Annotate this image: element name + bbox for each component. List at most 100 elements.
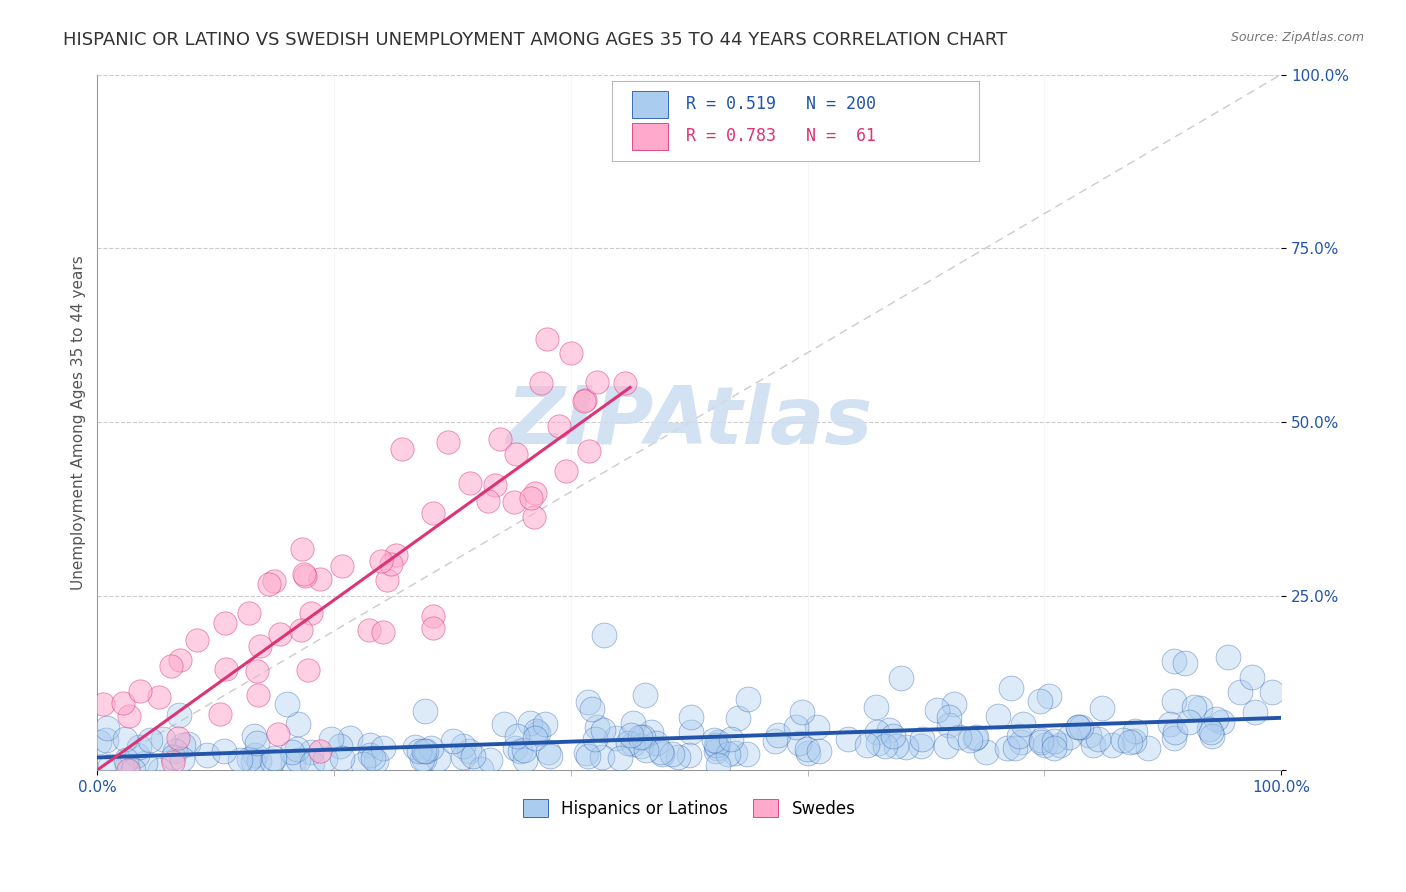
Point	[523, 731, 546, 746]
Point	[422, 609, 444, 624]
Point	[1010, 735, 1032, 749]
Point	[162, 755, 184, 769]
Point	[503, 495, 526, 509]
Point	[1042, 734, 1064, 748]
Point	[246, 665, 269, 679]
Point	[894, 739, 917, 754]
Point	[391, 442, 413, 456]
Point	[911, 732, 934, 747]
Point	[572, 393, 595, 408]
Point	[87, 735, 110, 749]
Point	[489, 432, 512, 446]
Point	[294, 569, 316, 583]
Point	[257, 577, 280, 591]
Point	[169, 708, 191, 723]
Point	[605, 731, 627, 746]
Point	[634, 742, 657, 756]
Point	[118, 708, 141, 723]
Point	[242, 754, 264, 768]
Point	[523, 510, 546, 524]
Point	[470, 762, 492, 776]
Point	[165, 744, 187, 758]
Point	[890, 671, 912, 685]
Point	[1123, 724, 1146, 739]
Point	[243, 747, 266, 762]
Point	[167, 731, 190, 746]
Point	[352, 757, 374, 772]
Point	[948, 730, 970, 744]
Text: R = 0.519   N = 200: R = 0.519 N = 200	[686, 95, 876, 113]
Point	[1012, 716, 1035, 731]
Point	[707, 735, 730, 749]
Point	[1199, 724, 1222, 739]
Point	[681, 710, 703, 724]
Point	[1112, 733, 1135, 747]
Point	[1042, 740, 1064, 755]
Point	[679, 725, 702, 739]
Point	[375, 573, 398, 587]
Point	[415, 743, 437, 757]
Point	[530, 376, 553, 391]
Point	[384, 548, 406, 562]
Point	[314, 752, 336, 766]
Point	[458, 744, 481, 758]
Point	[807, 743, 830, 757]
Point	[678, 748, 700, 763]
Point	[574, 393, 596, 408]
Point	[115, 759, 138, 773]
Point	[1205, 712, 1227, 726]
Point	[720, 732, 742, 747]
Point	[727, 711, 749, 725]
Point	[925, 703, 948, 717]
Point	[176, 737, 198, 751]
Point	[704, 744, 727, 758]
Point	[1182, 700, 1205, 714]
Point	[1087, 731, 1109, 746]
Point	[706, 740, 728, 755]
Point	[703, 733, 725, 747]
Bar	[633, 91, 668, 118]
Point	[159, 659, 181, 673]
Point	[243, 730, 266, 744]
Point	[215, 663, 238, 677]
Point	[520, 491, 543, 505]
Point	[214, 616, 236, 631]
Point	[170, 752, 193, 766]
Point	[287, 752, 309, 766]
Point	[94, 733, 117, 747]
Point	[111, 696, 134, 710]
Point	[1029, 735, 1052, 749]
Point	[139, 733, 162, 747]
Point	[98, 759, 121, 773]
Point	[1164, 725, 1187, 739]
Bar	[633, 123, 668, 150]
Point	[437, 435, 460, 450]
Point	[1066, 720, 1088, 734]
Legend: Hispanics or Latinos, Swedes: Hispanics or Latinos, Swedes	[516, 793, 862, 824]
Point	[856, 738, 879, 752]
Point	[935, 739, 957, 754]
Text: ZIPAtlas: ZIPAtlas	[506, 384, 872, 461]
Point	[560, 345, 582, 359]
Point	[613, 376, 636, 390]
Point	[1198, 722, 1220, 736]
Point	[492, 716, 515, 731]
Point	[285, 741, 308, 756]
Point	[301, 756, 323, 770]
Point	[1078, 728, 1101, 742]
Point	[884, 739, 907, 753]
Point	[287, 717, 309, 731]
Point	[263, 750, 285, 764]
Point	[548, 418, 571, 433]
Point	[1038, 689, 1060, 703]
Text: Source: ZipAtlas.com: Source: ZipAtlas.com	[1230, 31, 1364, 45]
Point	[1244, 705, 1267, 719]
Point	[1049, 738, 1071, 752]
Point	[837, 731, 859, 746]
Point	[987, 708, 1010, 723]
Point	[297, 663, 319, 677]
Point	[505, 447, 527, 461]
Point	[1136, 741, 1159, 756]
Point	[419, 741, 441, 756]
Point	[246, 688, 269, 702]
